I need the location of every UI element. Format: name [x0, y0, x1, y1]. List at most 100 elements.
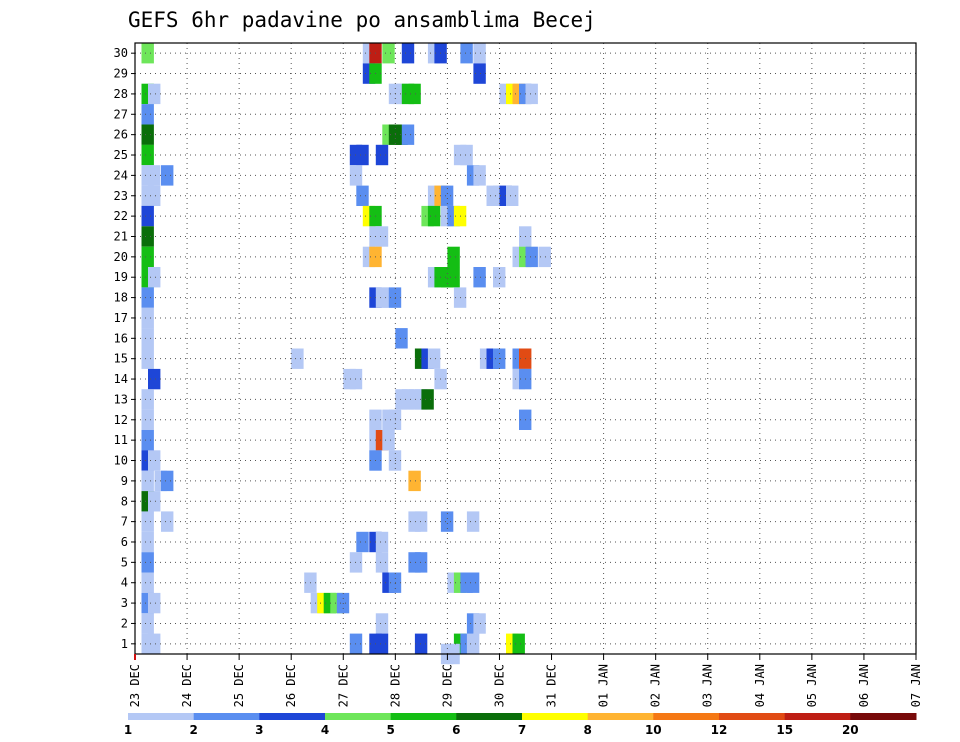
heatmap-cell: [414, 511, 428, 532]
heatmap-cell: [161, 165, 174, 186]
heatmap-cell: [141, 511, 154, 532]
heatmap-cell: [401, 43, 415, 64]
x-tick-label: 31 DEC: [545, 664, 559, 707]
chart-title: GEFS 6hr padavine po ansamblima Becej: [128, 8, 596, 32]
heatmap-cell: [466, 511, 480, 532]
colorbar-segment: [390, 713, 457, 720]
heatmap-cell: [141, 572, 154, 593]
y-tick-label: 17: [114, 311, 128, 325]
heatmap-cell: [141, 430, 154, 451]
heatmap-cell: [440, 185, 454, 206]
y-tick-label: 3: [121, 596, 128, 610]
x-tick-label: 24 DEC: [180, 664, 194, 707]
colorbar-label: 4: [321, 723, 329, 737]
colorbar-label: 10: [645, 723, 662, 737]
y-tick-label: 23: [114, 189, 128, 203]
x-tick-label: 07 JAN: [909, 664, 923, 707]
x-tick-label: 05 JAN: [805, 664, 819, 707]
heatmap-cell: [382, 430, 395, 451]
x-tick-label: 28 DEC: [388, 664, 402, 707]
heatmap-cell: [161, 470, 174, 492]
y-tick-label: 25: [114, 148, 128, 162]
heatmap-cell: [466, 633, 480, 654]
x-tick-label: 06 JAN: [857, 664, 871, 707]
y-tick-label: 21: [114, 229, 128, 243]
heatmap-cell: [141, 287, 154, 308]
y-tick-label: 12: [114, 413, 128, 427]
heatmap-cell: [375, 613, 389, 634]
heatmap-cell: [291, 348, 304, 369]
y-tick-label: 15: [114, 352, 128, 366]
heatmap-cell: [141, 43, 154, 64]
y-tick-label: 9: [121, 474, 128, 488]
heatmap-cell: [356, 185, 369, 206]
heatmap-cell: [525, 246, 538, 268]
y-tick-label: 11: [114, 433, 128, 447]
heatmap-cell: [506, 185, 519, 206]
x-tick-label: 27 DEC: [336, 664, 350, 707]
y-tick-label: 26: [114, 128, 128, 142]
heatmap-cell: [148, 368, 161, 390]
heatmap-cell: [141, 104, 154, 125]
y-tick-label: 18: [114, 291, 128, 305]
colorbar-segment: [456, 713, 523, 720]
heatmap-cell: [395, 328, 408, 349]
colorbar-segment: [850, 713, 917, 720]
heatmap-cell: [148, 450, 161, 471]
colorbar-segment: [193, 713, 260, 720]
heatmap-cell: [161, 511, 174, 532]
heatmap-cell: [473, 267, 486, 288]
x-tick-label: 25 DEC: [232, 664, 246, 707]
heatmap-cell: [408, 83, 421, 105]
heatmap-cell: [473, 165, 486, 186]
heatmap-cell: [141, 531, 154, 553]
heatmap-cell: [141, 348, 154, 369]
axes-layer: 1234567891011121314151617181920212223242…: [114, 42, 923, 707]
y-tick-label: 24: [114, 168, 128, 182]
x-tick-label: 01 JAN: [597, 664, 611, 707]
heatmap-cell: [148, 491, 161, 512]
heatmap-cell: [493, 267, 506, 288]
heatmap-cell: [141, 307, 154, 329]
y-tick-label: 22: [114, 209, 128, 223]
heatmap-cell: [356, 531, 369, 553]
heatmap-cell: [141, 328, 154, 349]
x-tick-label: 29 DEC: [440, 664, 454, 707]
heatmap-cell: [141, 613, 154, 634]
heatmap-cell: [525, 83, 538, 105]
y-tick-label: 29: [114, 67, 128, 81]
grid-layer: [135, 43, 916, 654]
x-tick-label: 04 JAN: [753, 664, 767, 707]
heatmap-cell: [141, 389, 154, 410]
heatmap-cell: [460, 43, 473, 64]
plot-frame: [134, 42, 917, 655]
colorbar-segment: [522, 713, 589, 720]
colorbar-segment: [784, 713, 851, 720]
y-tick-label: 10: [114, 454, 128, 468]
heatmap-cell: [148, 592, 161, 614]
y-tick-label: 2: [121, 616, 128, 630]
heatmap-cell: [375, 552, 389, 573]
heatmap-cell: [375, 226, 389, 247]
heatmap-cell: [141, 144, 154, 166]
heatmap-cell: [141, 552, 154, 573]
y-tick-label: 4: [121, 576, 128, 590]
heatmap-cell: [414, 552, 428, 573]
y-tick-label: 16: [114, 331, 128, 345]
y-tick-label: 20: [114, 250, 128, 264]
heatmap-cell: [141, 470, 154, 492]
colorbar-segment: [259, 713, 326, 720]
colorbar-segment: [653, 713, 720, 720]
heatmap-cell: [141, 124, 154, 145]
heatmap-cell: [148, 633, 161, 654]
colorbar-label: 12: [711, 723, 728, 737]
x-tick-label: 23 DEC: [128, 664, 142, 707]
x-tick-label: 30 DEC: [492, 664, 506, 707]
heatmap-cell: [473, 43, 486, 64]
heatmap-cell: [473, 613, 486, 634]
heatmap-cell: [427, 348, 441, 369]
heatmap-cell: [148, 83, 161, 105]
heatmap-cell: [538, 246, 551, 268]
heatmap-cell: [141, 246, 154, 268]
colorbar-label: 6: [452, 723, 460, 737]
